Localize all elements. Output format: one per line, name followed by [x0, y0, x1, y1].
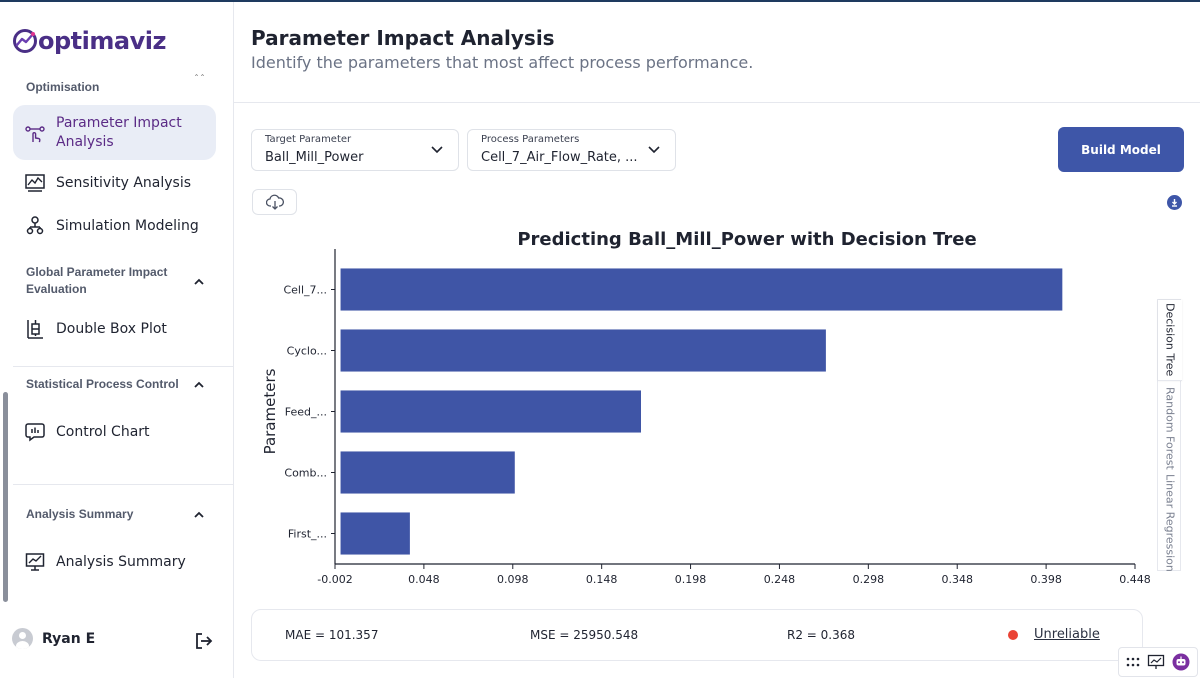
sidebar-item-control-chart[interactable]: Control Chart — [13, 419, 216, 445]
process-parameters-select[interactable]: Process Parameters Cell_7_Air_Flow_Rate,… — [467, 129, 676, 171]
group-global-label: Global Parameter Impact Evaluation — [26, 265, 168, 296]
sidebar-item-label: Sensitivity Analysis — [56, 174, 192, 191]
sidebar-item-analysis-summary[interactable]: Analysis Summary — [13, 549, 216, 575]
sidebar-item-label: Parameter Impact Analysis — [56, 114, 182, 150]
chevron-up-icon[interactable] — [193, 509, 205, 521]
y-tick-label: First_... — [288, 528, 327, 541]
build-model-button[interactable]: Build Model — [1058, 127, 1184, 172]
feature-importance-chart: Predicting Ball_Mill_Power with Decision… — [261, 229, 1151, 586]
bar-4 — [340, 512, 410, 555]
sidebar-divider — [13, 484, 233, 485]
y-tick-label: Cell_7... — [283, 284, 327, 297]
download-icon[interactable] — [1167, 195, 1182, 210]
brand-logo[interactable]: optimaviz — [12, 28, 166, 54]
x-tick-label: 0.098 — [497, 573, 529, 586]
bar-2 — [340, 390, 641, 433]
sidebar-item-label: Control Chart — [56, 423, 150, 440]
x-tick-label: 0.348 — [941, 573, 973, 586]
bar-3 — [340, 451, 515, 494]
target-parameter-select[interactable]: Target Parameter Ball_Mill_Power — [251, 129, 459, 171]
cloud-download-button[interactable] — [252, 189, 297, 215]
parameter-impact-icon — [24, 122, 46, 144]
process-parameters-label: Process Parameters — [481, 134, 580, 145]
sidebar-item-sensitivity[interactable]: Sensitivity Analysis — [13, 170, 216, 196]
chevron-down-icon — [431, 146, 443, 154]
group-spc-label: Statistical Process Control — [26, 377, 179, 391]
user-name: Ryan E — [42, 630, 96, 647]
group-analysis-summary-label: Analysis Summary — [26, 507, 134, 521]
mse-metric: MSE = 25950.548 — [530, 628, 639, 642]
y-tick-label: Feed_... — [285, 406, 327, 419]
user-profile[interactable]: Ryan E — [12, 628, 95, 649]
y-tick-label: Cyclo... — [287, 345, 327, 358]
grid-icon[interactable] — [1126, 657, 1140, 667]
y-axis-label: Parameters — [261, 368, 279, 454]
sidebar-divider — [13, 366, 233, 367]
box-plot-icon — [24, 318, 46, 340]
model-metrics-panel: MAE = 101.357 MSE = 25950.548 R2 = 0.368… — [251, 609, 1143, 661]
target-parameter-label: Target Parameter — [265, 134, 352, 145]
model-tabs: Decision Tree Random Forest Linear Regre… — [1157, 299, 1182, 572]
sidebar-item-parameter-impact[interactable]: Parameter Impact Analysis — [13, 105, 216, 160]
process-parameters-value: Cell_7_Air_Flow_Rate, ... — [481, 150, 638, 165]
chevron-up-icon[interactable] — [193, 379, 205, 391]
sidebar-item-label: Analysis Summary — [56, 553, 186, 570]
mae-metric: MAE = 101.357 — [285, 628, 379, 642]
header-divider — [234, 102, 1200, 103]
page-title: Parameter Impact Analysis — [251, 26, 555, 50]
sidebar-item-double-box-plot[interactable]: Double Box Plot — [13, 316, 216, 342]
tab-label: Decision Tree — [1163, 303, 1177, 377]
y-tick-label: Comb... — [284, 467, 327, 480]
simulation-icon — [24, 215, 46, 237]
tab-random-forest[interactable]: Random Forest — [1158, 384, 1182, 472]
assistant-bot-icon[interactable] — [1172, 653, 1190, 671]
sidebar: optimaviz ˆˆ Optimisation Parameter Impa… — [0, 2, 234, 678]
r2-metric: R2 = 0.368 — [787, 628, 856, 642]
control-chart-icon — [24, 421, 46, 443]
tab-linear-regression[interactable]: Linear Regression — [1158, 474, 1182, 572]
x-tick-label: 0.198 — [675, 573, 707, 586]
target-parameter-value: Ball_Mill_Power — [265, 150, 364, 165]
page-subtitle: Identify the parameters that most affect… — [251, 53, 754, 72]
sidebar-scrollbar[interactable] — [3, 392, 8, 602]
tab-decision-tree[interactable]: Decision Tree — [1158, 300, 1182, 381]
x-tick-label: 0.248 — [764, 573, 796, 586]
x-tick-label: 0.048 — [408, 573, 440, 586]
chevron-up-icon[interactable] — [193, 276, 205, 288]
brand-name: optimaviz — [38, 27, 166, 55]
tab-label: Linear Regression — [1163, 474, 1177, 572]
cloud-download-icon — [265, 194, 284, 210]
avatar — [12, 628, 33, 649]
bar-1 — [340, 329, 826, 372]
analysis-summary-icon — [24, 551, 46, 573]
x-tick-label: 0.448 — [1119, 573, 1151, 586]
status-dot — [1008, 630, 1018, 640]
sidebar-item-label: Double Box Plot — [56, 320, 167, 337]
bar-0 — [340, 268, 1063, 311]
x-tick-label: 0.148 — [586, 573, 618, 586]
sidebar-item-simulation[interactable]: Simulation Modeling — [13, 213, 216, 239]
logout-icon[interactable] — [194, 632, 214, 650]
x-tick-label: 0.398 — [1030, 573, 1062, 586]
logo-icon — [13, 29, 37, 53]
chart-title: Predicting Ball_Mill_Power with Decision… — [517, 229, 976, 250]
sidebar-item-label: Simulation Modeling — [56, 217, 199, 234]
group-optimisation-label: Optimisation — [26, 80, 100, 94]
floating-toolbar — [1118, 647, 1198, 677]
tab-label: Random Forest — [1163, 386, 1177, 470]
collapse-handle-icon[interactable]: ˆˆ — [194, 74, 206, 85]
reliability-status-link[interactable]: Unreliable — [1034, 627, 1100, 642]
sensitivity-icon — [24, 172, 46, 194]
x-tick-label: 0.298 — [853, 573, 885, 586]
x-tick-label: -0.002 — [317, 573, 352, 586]
chevron-down-icon — [648, 146, 660, 154]
presentation-icon[interactable] — [1147, 654, 1165, 670]
